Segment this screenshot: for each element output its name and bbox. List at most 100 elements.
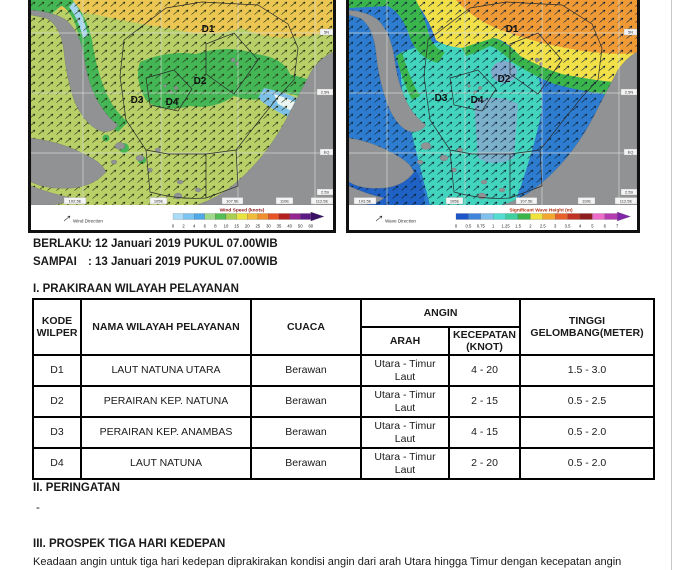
svg-text:10: 10 [224, 224, 229, 229]
cell-kecepatan: 4 - 20 [448, 354, 521, 387]
svg-text:110E: 110E [582, 199, 591, 204]
svg-text:0: 0 [455, 224, 458, 229]
zone-label-d2: D2 [498, 74, 511, 85]
svg-text:3.5: 3.5 [565, 224, 571, 229]
svg-text:2.5N: 2.5N [321, 90, 330, 95]
cell-cuaca: Berawan [250, 354, 362, 387]
wind-speed-map: 5N 2.5N EQ 2.5S 102.5E 105E 107.5E 110E … [28, 0, 336, 233]
svg-text:15: 15 [234, 224, 239, 229]
svg-text:30: 30 [266, 224, 271, 229]
cell-cuaca: Berawan [250, 385, 362, 418]
svg-text:3: 3 [554, 224, 557, 229]
cell-kode: D4 [32, 447, 82, 480]
svg-text:7: 7 [616, 224, 619, 229]
svg-text:20: 20 [245, 224, 250, 229]
table-row-d4: D4 LAUT NATUNA Berawan Utara - Timur Lau… [32, 447, 655, 480]
svg-text:2.5N: 2.5N [625, 90, 634, 95]
svg-text:1: 1 [492, 224, 495, 229]
section-3-content: Keadaan angin untuk tiga hari kedepan di… [33, 556, 622, 568]
wind-colorbar [172, 211, 325, 222]
svg-text:5N: 5N [324, 30, 329, 35]
wave-direction-arrow-icon [375, 215, 383, 222]
zone-label-d2: D2 [194, 76, 207, 87]
cell-nama: PERAIRAN KEP. ANAMBAS [80, 416, 252, 449]
cell-nama: PERAIRAN KEP. NATUNA [80, 385, 252, 418]
zone-label-d1: D1 [506, 24, 519, 35]
cell-arah: Utara - Timur Laut [360, 354, 450, 387]
wind-direction-label: Wind Direction [73, 219, 103, 224]
svg-text:0.75: 0.75 [477, 224, 486, 229]
svg-text:35: 35 [277, 224, 282, 229]
forecast-zone-outlines [119, 1, 299, 199]
table-row-d3: D3 PERAIRAN KEP. ANAMBAS Berawan Utara -… [32, 416, 655, 449]
cell-gelombang: 0.5 - 2.0 [519, 416, 655, 449]
svg-text:105E: 105E [154, 199, 164, 204]
svg-text:2.5: 2.5 [540, 224, 546, 229]
cell-arah: Utara - Timur Laut [360, 385, 450, 418]
sampai-value: : 13 Januari 2019 PUKUL 07.00WIB [88, 256, 278, 268]
svg-text:8: 8 [214, 224, 217, 229]
zone-label-d4: D4 [166, 97, 179, 108]
cell-kode: D1 [32, 354, 82, 387]
cell-nama: LAUT NATUNA UTARA [80, 354, 252, 387]
svg-text:EQ: EQ [324, 150, 330, 155]
sampai-label: SAMPAI [33, 256, 77, 268]
cell-gelombang: 0.5 - 2.5 [519, 385, 655, 418]
graticule [349, 0, 637, 205]
cell-arah: Utara - Timur Laut [360, 416, 450, 449]
section-2-content: - [36, 502, 40, 514]
wave-colorbar [455, 211, 631, 222]
svg-text:6: 6 [204, 224, 207, 229]
svg-text:112.5E: 112.5E [316, 199, 329, 204]
validity-berlaku: BERLAKU: 12 Januari 2019 PUKUL 07.00WIB [33, 238, 278, 250]
svg-text:40: 40 [287, 224, 292, 229]
cell-nama: LAUT NATUNA [80, 447, 252, 480]
wave-legend-ticks: 0 0.5 0.75 1 1.25 1.5 2 2.5 3 3.5 4 5 6 7 [455, 224, 619, 229]
section-2-heading: II. PERINGATAN [33, 482, 121, 494]
svg-text:5: 5 [591, 224, 594, 229]
zone-label-d3: D3 [435, 93, 448, 104]
wave-map-area [349, 0, 637, 205]
cell-cuaca: Berawan [250, 447, 362, 480]
wind-direction-arrow-icon [63, 215, 71, 222]
grid-labels: 5N 2.5N EQ 2.5S 103.5E 105E 107.5E 110E … [353, 28, 638, 205]
svg-text:2.5S: 2.5S [321, 190, 330, 195]
cell-kecepatan: 2 - 20 [448, 447, 521, 480]
svg-text:2: 2 [529, 224, 532, 229]
validity-sampai: SAMPAI : 13 Januari 2019 PUKUL 07.00WIB [33, 256, 278, 268]
col-header-nama: NAMA WILAYAH PELAYANAN [80, 298, 252, 356]
wind-legend: Wind Direction Wind Speed (knots) 0 2 [31, 205, 333, 229]
col-header-gelombang: TINGGI GELOMBANG(METER) [519, 298, 655, 356]
svg-text:102.5E: 102.5E [69, 199, 82, 204]
cell-arah: Utara - Timur Laut [360, 447, 450, 480]
cell-kecepatan: 4 - 15 [448, 416, 521, 449]
col-header-angin: ANGIN [360, 298, 521, 328]
zone-label-d4: D4 [471, 95, 484, 106]
svg-text:2: 2 [182, 224, 185, 229]
cell-kode: D2 [32, 385, 82, 418]
svg-text:107.5E: 107.5E [226, 199, 239, 204]
svg-text:25: 25 [255, 224, 260, 229]
wind-legend-title: Wind Speed (knots) [220, 208, 265, 214]
cell-kode: D3 [32, 416, 82, 449]
forecast-zone-outlines [423, 1, 603, 199]
map-frame [28, 0, 336, 233]
svg-text:105E: 105E [450, 199, 460, 204]
svg-text:0: 0 [172, 224, 175, 229]
svg-text:103.5E: 103.5E [359, 199, 372, 204]
table-row-d1: D1 LAUT NATUNA UTARA Berawan Utara - Tim… [32, 354, 655, 387]
svg-text:0.5: 0.5 [465, 224, 471, 229]
berlaku-value: : 12 Januari 2019 PUKUL 07.00WIB [88, 238, 278, 250]
section-1-heading: I. PRAKIRAAN WILAYAH PELAYANAN [33, 283, 239, 295]
wave-legend-title: Significant Wave Height (m) [509, 208, 573, 214]
svg-text:112.5E: 112.5E [620, 199, 633, 204]
berlaku-label: BERLAKU [33, 238, 90, 250]
land [31, 9, 333, 205]
table-row-d2: D2 PERAIRAN KEP. NATUNA Berawan Utara - … [32, 385, 655, 418]
cell-cuaca: Berawan [250, 416, 362, 449]
col-header-kode: KODE WILPER [32, 298, 82, 356]
svg-text:1.5: 1.5 [515, 224, 521, 229]
graticule [31, 0, 333, 205]
cell-gelombang: 0.5 - 2.0 [519, 447, 655, 480]
